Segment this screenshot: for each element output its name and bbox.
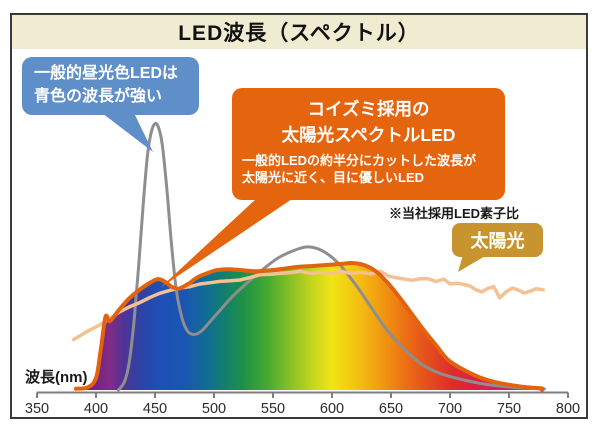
generic-led-callout-tail xyxy=(102,113,153,152)
x-axis-title: 波長(nm) xyxy=(25,369,88,386)
koizumi-callout-tail xyxy=(160,199,292,288)
x-tick-label-600: 600 xyxy=(320,401,344,417)
callout-generic-led: 一般的昼光色LEDは 青色の波長が強い xyxy=(22,57,199,115)
led-spectrum-area xyxy=(75,263,543,390)
x-tick-label-700: 700 xyxy=(438,401,462,417)
sunlight-line xyxy=(71,269,545,342)
koizumi-desc-line-2: 太陽光に近く、目に優しいLED xyxy=(242,170,425,186)
x-tick-label-750: 750 xyxy=(497,401,521,417)
koizumi-desc-line-1: 一般的LEDの約半分にカットした波長が xyxy=(242,152,477,168)
x-tick-label-400: 400 xyxy=(84,401,108,417)
led-spectrum-outline xyxy=(73,261,544,392)
page-title: LED波長（スペクトル） xyxy=(12,15,586,49)
x-tick-label-550: 550 xyxy=(261,401,285,417)
sunlight-label: 太陽光 xyxy=(452,223,543,257)
title-text: LED波長（スペクトル） xyxy=(178,22,420,45)
x-tick-label-500: 500 xyxy=(202,401,226,417)
x-tick-label-450: 450 xyxy=(143,401,167,417)
koizumi-title-line-2: 太陽光スペクトルLED xyxy=(281,125,456,146)
generic-led-line-1: 一般的昼光色LEDは xyxy=(34,65,179,82)
koizumi-desc: 一般的LEDの約半分にカットした波長が 太陽光に近く、目に優しいLED xyxy=(242,152,495,187)
x-axis: 350 400 450 500 550 600 650 700 750 800 xyxy=(25,391,580,417)
x-tick-label-350: 350 xyxy=(25,401,49,417)
generic-led-line-2: 青色の波長が強い xyxy=(34,87,163,105)
x-tick-label-800: 800 xyxy=(556,401,580,417)
plot-area xyxy=(71,122,546,392)
generic-led-line xyxy=(116,122,546,392)
x-tick-label-650: 650 xyxy=(379,401,403,417)
callout-koizumi-led: コイズミ採用の 太陽光スペクトルLED 一般的LEDの約半分にカットした波長が … xyxy=(232,88,505,200)
sunlight-label-tail xyxy=(458,255,487,272)
note-text: ※当社採用LED素子比 xyxy=(389,206,520,221)
sunlight-label-text: 太陽光 xyxy=(470,231,525,251)
koizumi-title-line-1: コイズミ採用の xyxy=(307,99,430,119)
